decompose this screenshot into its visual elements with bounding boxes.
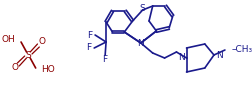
Text: N: N [215,51,222,59]
Text: O: O [38,38,45,47]
Text: F: F [87,31,92,40]
Text: F: F [86,44,91,53]
Text: N: N [137,40,144,49]
Text: –CH₃: –CH₃ [230,46,251,55]
Text: S: S [25,51,31,59]
Text: O: O [11,63,18,72]
Text: N: N [177,54,184,62]
Text: HO: HO [41,65,55,74]
Text: F: F [102,55,107,63]
Text: S: S [139,5,145,14]
Text: OH: OH [2,36,16,45]
